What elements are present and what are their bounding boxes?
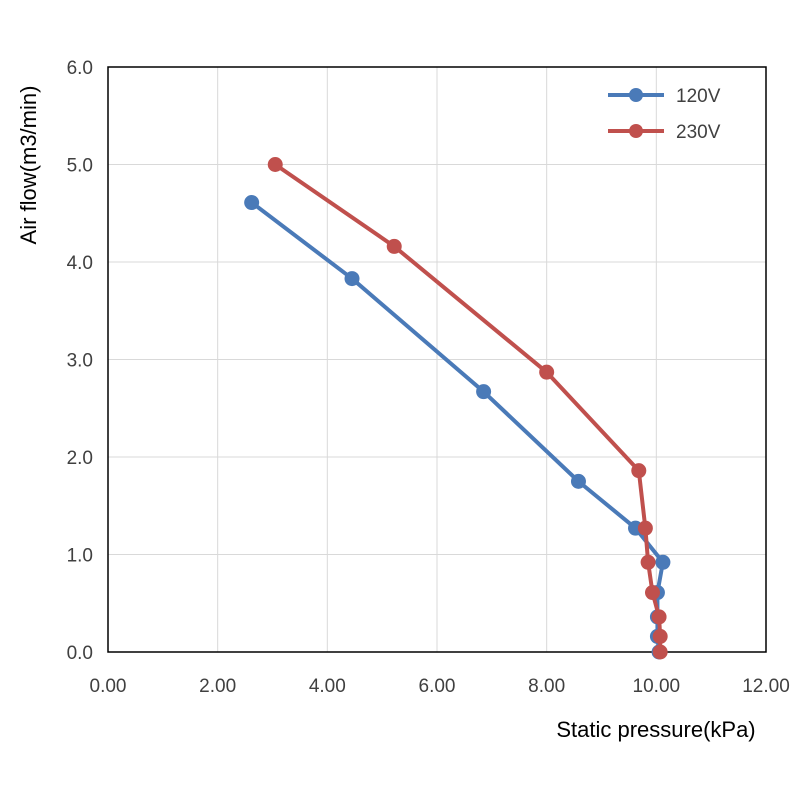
series-line-120v xyxy=(249,200,665,654)
legend-label-230v: 230V xyxy=(676,122,721,143)
y-tick-label: 4.0 xyxy=(67,253,93,274)
x-tick-label: 12.00 xyxy=(742,676,790,697)
y-tick-label: 6.0 xyxy=(67,58,93,79)
y-tick-label: 0.0 xyxy=(67,643,93,664)
data-point-120v xyxy=(344,271,360,287)
series-230v xyxy=(267,157,668,660)
data-point-230v xyxy=(652,628,668,644)
series-line-230v xyxy=(273,162,663,654)
data-point-120v xyxy=(655,554,671,570)
x-tick-label: 4.00 xyxy=(309,676,346,697)
data-point-120v xyxy=(476,384,492,400)
data-point-230v xyxy=(267,157,283,172)
data-point-230v xyxy=(652,644,668,660)
data-point-230v xyxy=(637,520,653,536)
x-tick-label: 2.00 xyxy=(199,676,236,697)
data-point-230v xyxy=(651,609,667,625)
legend-label-120v: 120V xyxy=(676,86,721,107)
data-point-230v xyxy=(539,364,555,380)
series-120v xyxy=(244,195,671,660)
y-tick-label: 1.0 xyxy=(67,546,93,567)
y-tick-label: 2.0 xyxy=(67,448,93,469)
y-tick-label: 3.0 xyxy=(67,351,93,372)
gridlines xyxy=(108,67,766,652)
x-tick-label: 0.00 xyxy=(90,676,127,697)
data-point-230v xyxy=(631,463,647,479)
y-tick-label: 5.0 xyxy=(67,156,93,177)
plot-area-border xyxy=(107,66,767,653)
data-point-230v xyxy=(644,585,660,601)
legend: 120V 230V xyxy=(608,86,721,143)
data-point-230v xyxy=(386,238,402,254)
series-group xyxy=(244,157,671,660)
data-point-230v xyxy=(640,554,656,570)
data-point-120v xyxy=(570,473,586,489)
x-tick-label: 8.00 xyxy=(528,676,565,697)
legend-marker-120v xyxy=(629,88,643,102)
data-point-120v xyxy=(244,195,260,211)
x-axis-title: Static pressure(kPa) xyxy=(556,717,755,742)
legend-marker-230v xyxy=(629,124,643,138)
x-tick-label: 10.00 xyxy=(633,676,681,697)
x-tick-label: 6.00 xyxy=(419,676,456,697)
tick-labels: 0.00 2.00 4.00 6.00 8.00 10.00 12.00 0.0 1.0 2.0 3… xyxy=(67,58,790,697)
y-axis-title: Air flow(m3/min) xyxy=(16,86,41,245)
